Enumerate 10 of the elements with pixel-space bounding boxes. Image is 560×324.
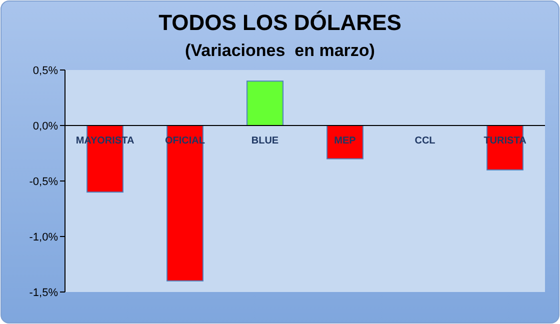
- x-tick-label: BLUE: [251, 136, 279, 146]
- chart-title: TODOS LOS DÓLARES: [158, 10, 402, 35]
- y-tick-label: 0,5%: [32, 64, 58, 77]
- x-tick-label: CCL: [414, 136, 436, 146]
- y-tick-label: -1,0%: [29, 231, 58, 244]
- y-tick-label: -1,5%: [29, 286, 58, 299]
- y-tick-label: 0,0%: [32, 120, 58, 132]
- y-tick-label: -0,5%: [29, 176, 58, 188]
- chart-subtitle: (Variaciones en marzo): [185, 41, 375, 60]
- x-tick-label: MEP: [334, 136, 356, 146]
